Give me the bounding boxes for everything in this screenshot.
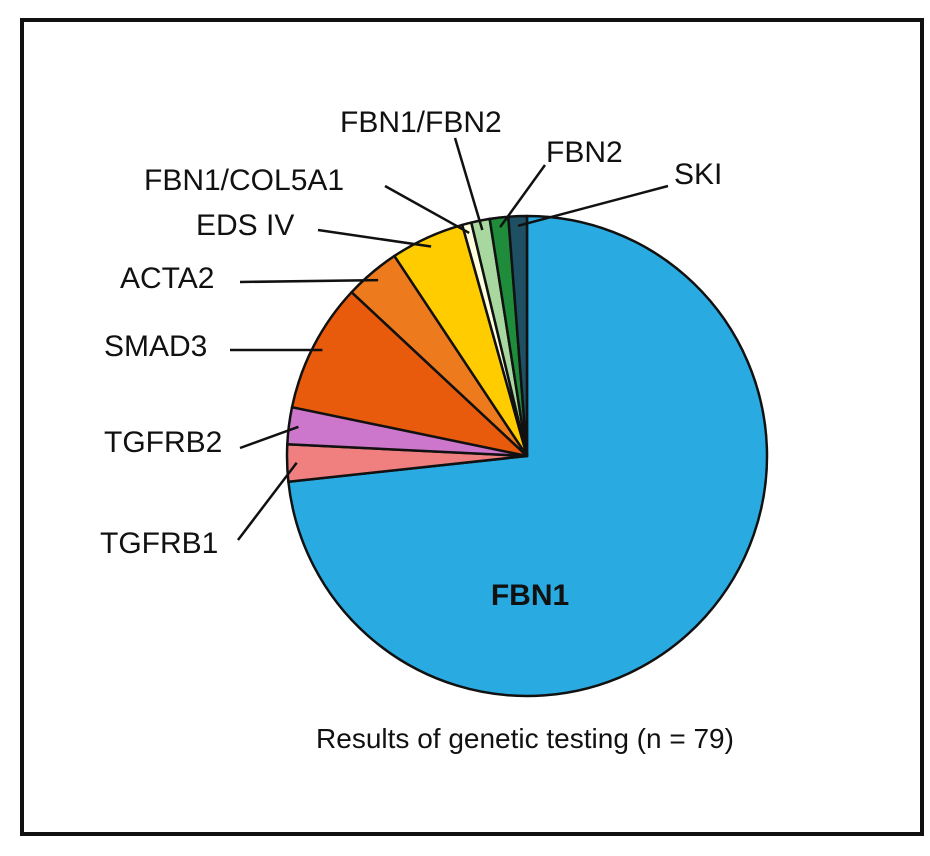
inside-label-fbn1: FBN1 bbox=[491, 579, 569, 612]
slice-label-fbn2: FBN2 bbox=[546, 136, 623, 169]
leader-line-acta2 bbox=[239, 278, 379, 284]
leader-line-fbn2 bbox=[499, 164, 547, 228]
leader-line-tgfrb2 bbox=[239, 425, 299, 450]
leader-line-tgfrb1 bbox=[237, 461, 298, 541]
leader-line-fbn1-fbn2 bbox=[453, 137, 484, 231]
slice-label-smad3: SMAD3 bbox=[104, 330, 207, 363]
slice-label-fbn1-fbn2: FBN1/FBN2 bbox=[340, 106, 502, 139]
slice-label-tgfrb1: TGFRB1 bbox=[100, 527, 218, 560]
leader-line-eds-iv bbox=[317, 228, 432, 248]
chart-caption: Results of genetic testing (n = 79) bbox=[316, 723, 734, 754]
slice-label-fbn1-col5a1: FBN1/COL5A1 bbox=[144, 164, 344, 197]
slice-label-tgfrb2: TGFRB2 bbox=[104, 426, 222, 459]
slice-label-ski: SKI bbox=[674, 158, 722, 191]
pie-slice-smad3 bbox=[290, 290, 529, 458]
slice-label-acta2: ACTA2 bbox=[120, 262, 214, 295]
slice-label-eds-iv: EDS IV bbox=[196, 209, 294, 242]
leader-line-ski bbox=[517, 184, 669, 227]
leader-line-fbn1-col5a1 bbox=[384, 184, 470, 235]
